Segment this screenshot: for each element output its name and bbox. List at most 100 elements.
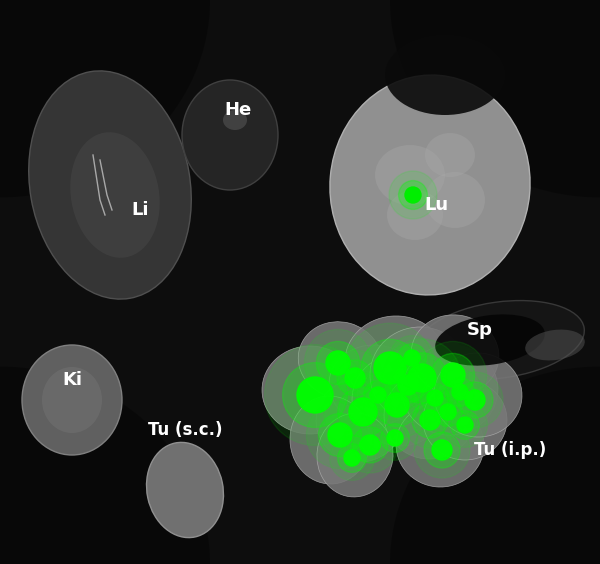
Circle shape bbox=[324, 373, 402, 451]
Circle shape bbox=[425, 390, 470, 434]
Circle shape bbox=[402, 392, 458, 448]
Circle shape bbox=[383, 339, 461, 417]
Ellipse shape bbox=[316, 378, 404, 462]
Ellipse shape bbox=[22, 345, 122, 455]
Text: Tu (s.c.): Tu (s.c.) bbox=[148, 421, 222, 439]
Circle shape bbox=[457, 417, 473, 433]
Circle shape bbox=[408, 364, 436, 392]
Circle shape bbox=[420, 410, 440, 430]
Circle shape bbox=[380, 424, 409, 452]
Circle shape bbox=[352, 427, 388, 463]
Ellipse shape bbox=[435, 314, 545, 365]
Circle shape bbox=[360, 435, 380, 455]
Circle shape bbox=[374, 352, 406, 384]
Ellipse shape bbox=[390, 367, 600, 564]
Circle shape bbox=[345, 323, 435, 413]
Circle shape bbox=[390, 367, 426, 403]
Ellipse shape bbox=[402, 345, 498, 435]
Circle shape bbox=[424, 432, 460, 468]
Circle shape bbox=[338, 387, 388, 437]
Circle shape bbox=[465, 390, 485, 410]
Ellipse shape bbox=[345, 316, 445, 404]
Circle shape bbox=[414, 422, 470, 478]
Circle shape bbox=[361, 339, 419, 397]
Ellipse shape bbox=[425, 133, 475, 177]
Circle shape bbox=[319, 413, 362, 457]
Ellipse shape bbox=[375, 145, 445, 205]
Circle shape bbox=[434, 398, 463, 426]
Circle shape bbox=[447, 372, 503, 428]
Circle shape bbox=[432, 440, 452, 460]
Ellipse shape bbox=[411, 315, 499, 395]
Circle shape bbox=[326, 351, 350, 375]
Ellipse shape bbox=[0, 367, 210, 564]
Circle shape bbox=[373, 416, 418, 460]
Circle shape bbox=[356, 373, 400, 417]
Ellipse shape bbox=[384, 371, 476, 459]
Ellipse shape bbox=[29, 71, 191, 299]
Circle shape bbox=[404, 350, 420, 366]
Circle shape bbox=[385, 393, 409, 417]
Circle shape bbox=[349, 398, 377, 426]
Circle shape bbox=[304, 329, 371, 396]
Ellipse shape bbox=[70, 132, 160, 258]
Circle shape bbox=[283, 363, 347, 428]
Circle shape bbox=[452, 384, 468, 400]
Ellipse shape bbox=[0, 0, 210, 197]
Ellipse shape bbox=[385, 35, 505, 115]
Ellipse shape bbox=[387, 190, 443, 240]
Circle shape bbox=[265, 345, 365, 446]
Ellipse shape bbox=[390, 0, 600, 197]
Circle shape bbox=[389, 171, 437, 219]
Circle shape bbox=[412, 402, 448, 438]
Ellipse shape bbox=[423, 380, 507, 460]
Circle shape bbox=[376, 384, 419, 426]
Circle shape bbox=[440, 404, 456, 420]
Circle shape bbox=[327, 350, 383, 406]
Ellipse shape bbox=[317, 413, 393, 497]
Ellipse shape bbox=[262, 346, 358, 434]
Circle shape bbox=[345, 368, 365, 388]
Ellipse shape bbox=[42, 367, 102, 433]
Circle shape bbox=[329, 435, 374, 481]
Circle shape bbox=[364, 381, 392, 409]
Circle shape bbox=[307, 402, 374, 469]
Circle shape bbox=[398, 343, 427, 372]
Circle shape bbox=[443, 403, 487, 447]
Circle shape bbox=[397, 353, 447, 403]
Circle shape bbox=[380, 357, 436, 413]
Text: He: He bbox=[224, 101, 251, 119]
Circle shape bbox=[419, 341, 487, 408]
Circle shape bbox=[316, 341, 359, 385]
Circle shape bbox=[451, 411, 479, 439]
Ellipse shape bbox=[425, 172, 485, 228]
Circle shape bbox=[370, 387, 386, 403]
Ellipse shape bbox=[182, 80, 278, 190]
Circle shape bbox=[446, 378, 475, 407]
Ellipse shape bbox=[330, 75, 530, 295]
Text: Tu (i.p.): Tu (i.p.) bbox=[474, 441, 546, 459]
Circle shape bbox=[421, 384, 449, 412]
Circle shape bbox=[337, 360, 373, 396]
Circle shape bbox=[389, 336, 434, 380]
Circle shape bbox=[342, 417, 398, 473]
Text: Ki: Ki bbox=[62, 371, 82, 389]
Ellipse shape bbox=[290, 396, 370, 484]
Circle shape bbox=[387, 430, 403, 446]
Ellipse shape bbox=[146, 442, 223, 537]
Ellipse shape bbox=[298, 321, 382, 398]
Ellipse shape bbox=[370, 327, 470, 423]
Circle shape bbox=[338, 444, 367, 473]
Circle shape bbox=[364, 372, 431, 439]
Text: Lu: Lu bbox=[424, 196, 448, 214]
Circle shape bbox=[427, 390, 443, 406]
Circle shape bbox=[457, 382, 493, 418]
Ellipse shape bbox=[416, 301, 584, 380]
Circle shape bbox=[297, 377, 333, 413]
Ellipse shape bbox=[352, 354, 448, 446]
Circle shape bbox=[398, 180, 427, 209]
Circle shape bbox=[328, 423, 352, 447]
Circle shape bbox=[405, 187, 421, 203]
Ellipse shape bbox=[525, 329, 585, 360]
Ellipse shape bbox=[396, 403, 484, 487]
